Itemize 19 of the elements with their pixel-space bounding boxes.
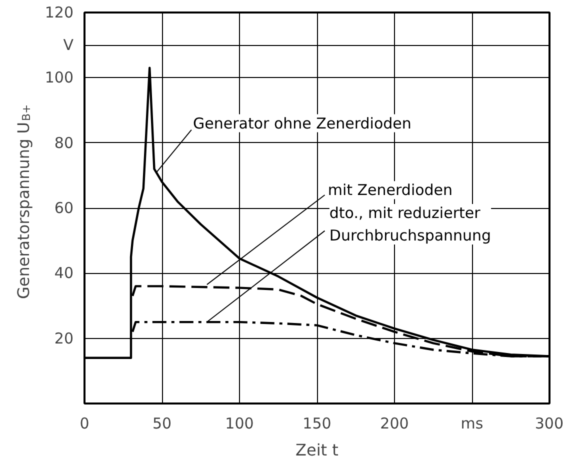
y-tick-label: 60 xyxy=(54,199,74,217)
x-tick-label: ms xyxy=(460,414,484,432)
x-tick-label: 150 xyxy=(302,414,332,432)
y-tick-label: 120 xyxy=(44,4,74,22)
y-tick-label: 80 xyxy=(54,134,74,152)
y-tick-label: V xyxy=(63,36,74,54)
text: Generator ohne Zenerdioden xyxy=(193,114,412,132)
x-axis-title: Zeit t xyxy=(296,440,338,460)
y-tick-label: 100 xyxy=(44,68,74,87)
text: dto., mit reduzierter Durchbruchspannung xyxy=(329,204,492,245)
x-tick-label: 50 xyxy=(152,414,172,432)
x-tick-label: 200 xyxy=(380,414,409,432)
text: mit Zenerdioden xyxy=(328,181,453,200)
x-tick-label: 100 xyxy=(225,414,254,432)
y-tick-label: 40 xyxy=(54,264,74,282)
y-tick-label: 20 xyxy=(54,329,74,348)
y-axis-title: Generatorspannung UB+ xyxy=(14,104,33,300)
x-tick-label: 300 xyxy=(534,414,563,432)
x-tick-label: 0 xyxy=(80,414,90,432)
